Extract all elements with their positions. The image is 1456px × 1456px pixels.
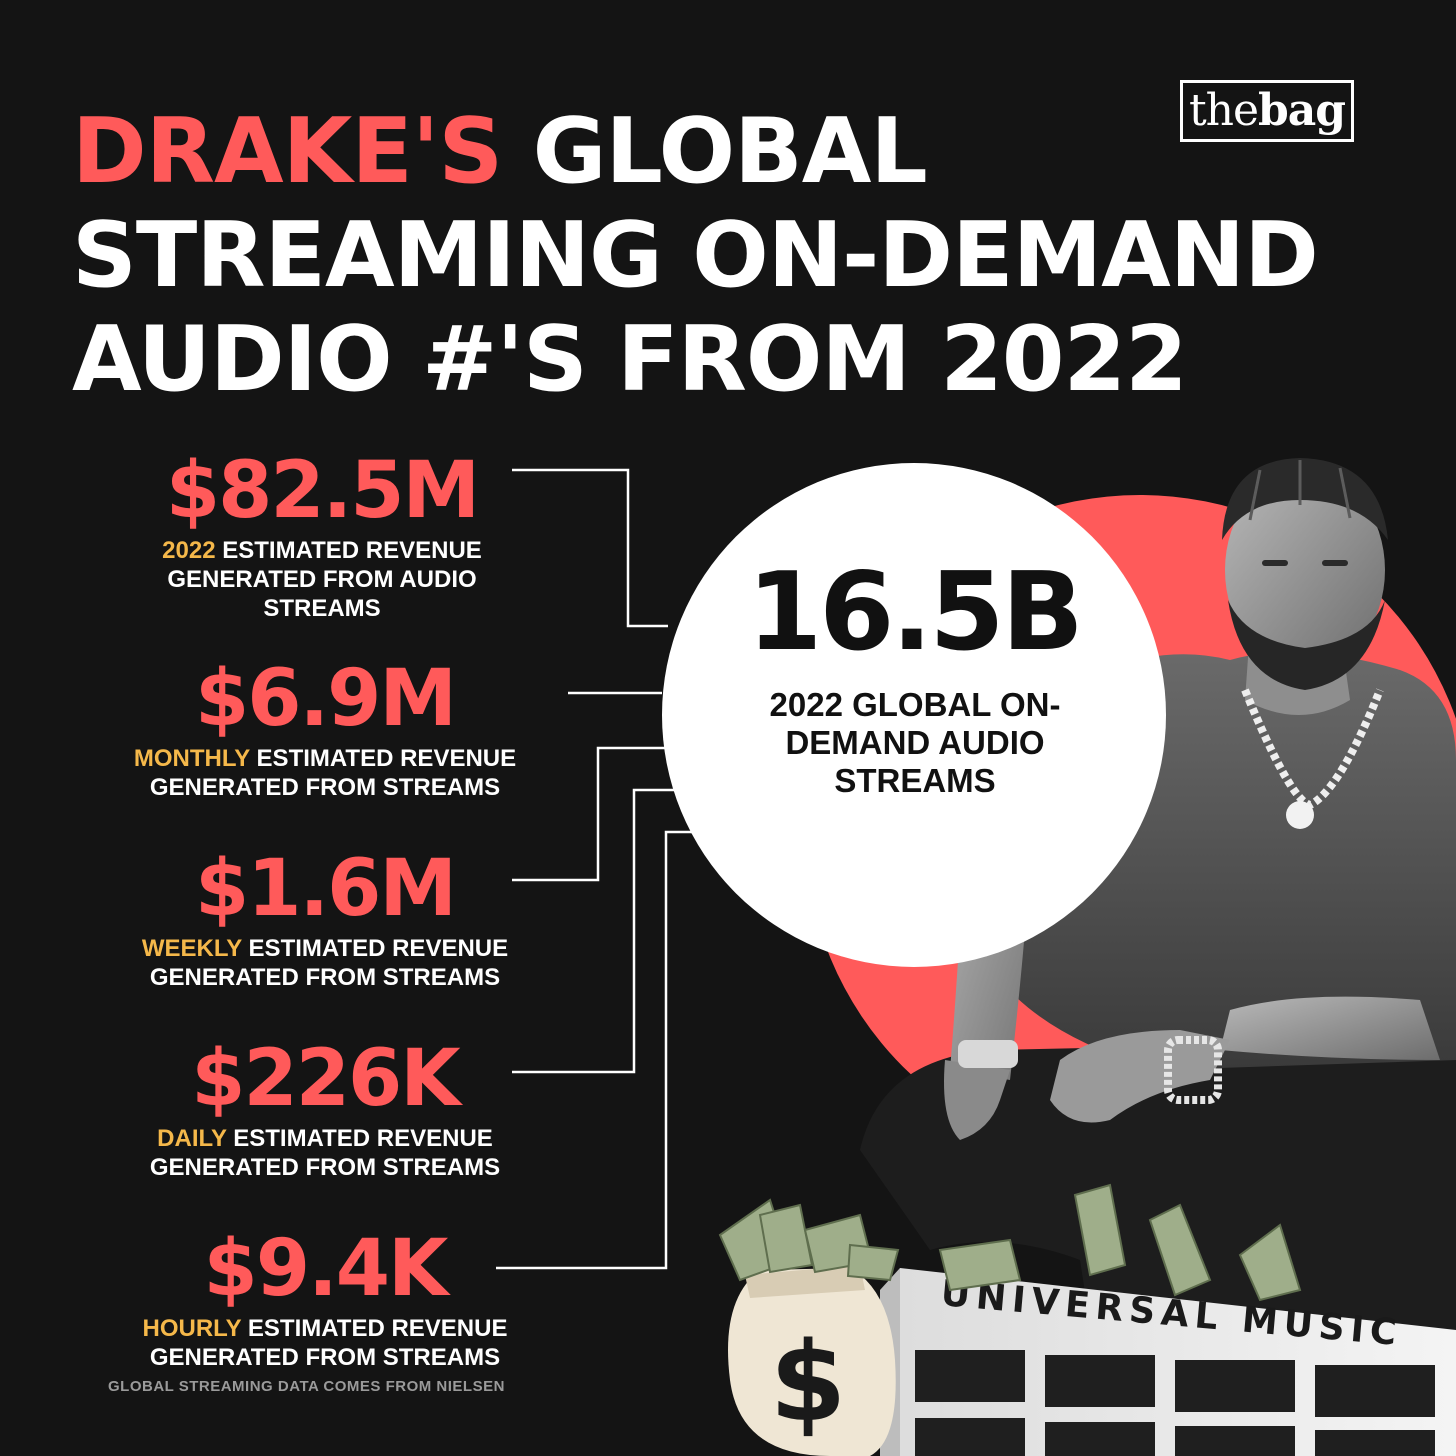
stat-period: HOURLY — [142, 1315, 242, 1342]
thebag-logo: thebag — [1180, 80, 1354, 142]
headline-circle — [662, 463, 1166, 967]
stat-daily: $226K DAILY ESTIMATED REVENUE GENERATED … — [80, 1034, 570, 1182]
stat-desc: DAILY ESTIMATED REVENUE GENERATED FROM S… — [90, 1124, 560, 1182]
stat-value: $226K — [191, 1034, 461, 1124]
stat-period: MONTHLY — [133, 745, 250, 772]
title-accent: DRAKE'S — [72, 99, 503, 204]
svg-text:$: $ — [770, 1318, 847, 1446]
stat-hourly: $9.4K HOURLY ESTIMATED REVENUE GENERATED… — [80, 1224, 570, 1372]
logo-text-bold: bag — [1258, 85, 1346, 136]
stat-text: ESTIMATED REVENUE GENERATED FROM STREAMS — [149, 1315, 508, 1371]
title-line-1: DRAKE'S GLOBAL — [72, 100, 1412, 204]
stat-desc: HOURLY ESTIMATED REVENUE GENERATED FROM … — [90, 1314, 560, 1372]
stat-desc: WEEKLY ESTIMATED REVENUE GENERATED FROM … — [90, 934, 560, 992]
source-note: GLOBAL STREAMING DATA COMES FROM NIELSEN — [108, 1378, 505, 1395]
connector-line-1 — [512, 468, 668, 628]
headline-value: 16.5B — [747, 550, 1084, 675]
stat-text: ESTIMATED REVENUE GENERATED FROM STREAMS — [149, 935, 509, 991]
title-line-2: STREAMING ON-DEMAND — [72, 203, 1319, 308]
headline-label: 2022 GLOBAL ON-DEMAND AUDIO STREAMS — [769, 686, 1061, 799]
stat-value: $1.6M — [194, 844, 457, 934]
title-line-3: AUDIO #'S FROM 2022 — [72, 307, 1188, 412]
stat-text: ESTIMATED REVENUE GENERATED FROM AUDIO S… — [167, 537, 482, 622]
stat-text: ESTIMATED REVENUE GENERATED FROM STREAMS — [149, 1125, 501, 1181]
stat-desc: MONTHLY ESTIMATED REVENUE GENERATED FROM… — [90, 744, 560, 802]
stat-monthly: $6.9M MONTHLY ESTIMATED REVENUE GENERATE… — [80, 654, 570, 802]
stat-text: ESTIMATED REVENUE GENERATED FROM STREAMS — [149, 745, 517, 801]
stat-period: 2022 — [162, 537, 216, 564]
stat-weekly: $1.6M WEEKLY ESTIMATED REVENUE GENERATED… — [80, 844, 570, 992]
stat-annual: $82.5M 2022 ESTIMATED REVENUE GENERATED … — [112, 446, 532, 623]
title-line-1-rest: GLOBAL — [532, 99, 928, 204]
page-title: DRAKE'S GLOBAL STREAMING ON-DEMAND AUDIO… — [72, 100, 1412, 412]
stat-period: WEEKLY — [141, 935, 242, 962]
connector-line-4 — [512, 788, 692, 1074]
stat-period: DAILY — [157, 1125, 227, 1152]
money-bag-icon: $ — [718, 1198, 900, 1456]
flying-cash — [938, 1183, 1302, 1302]
logo-text-light: the — [1188, 85, 1259, 136]
stat-value: $9.4K — [203, 1224, 449, 1314]
stat-value: $82.5M — [165, 446, 480, 536]
stat-value: $6.9M — [194, 654, 457, 744]
stat-desc: 2022 ESTIMATED REVENUE GENERATED FROM AU… — [122, 536, 522, 623]
connector-line-3 — [512, 746, 680, 882]
